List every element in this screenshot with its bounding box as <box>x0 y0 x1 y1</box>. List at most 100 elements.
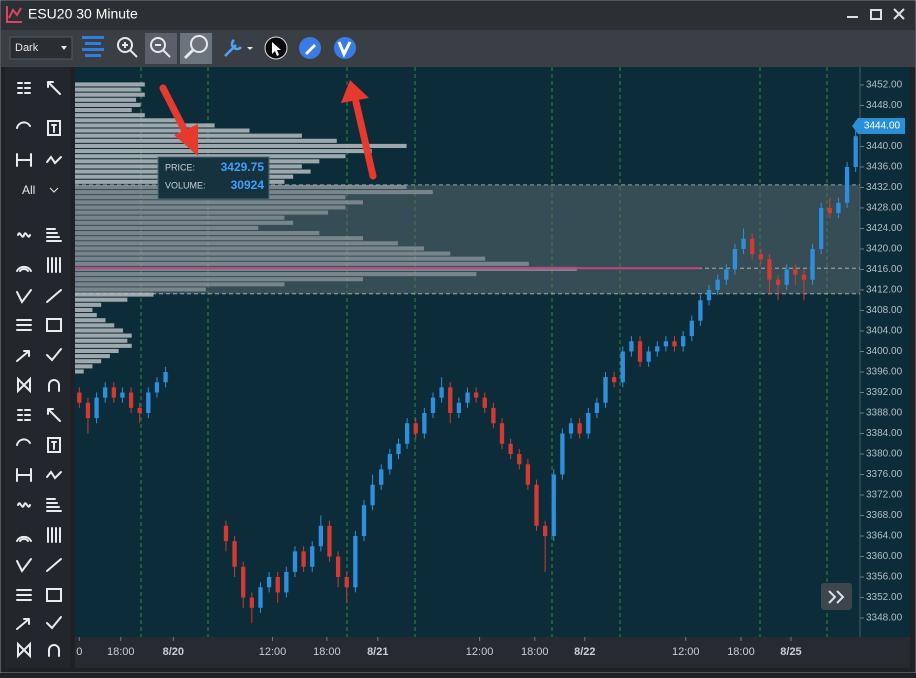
tool-icon <box>17 502 31 508</box>
y-tick-label: 3400.00 <box>866 346 903 357</box>
volume-profile-bar <box>75 272 477 277</box>
tooltip-box <box>157 156 270 200</box>
maximize-button[interactable] <box>870 9 882 20</box>
x-tick-label: 8/20 <box>163 646 184 658</box>
volume-profile-bar <box>75 149 372 154</box>
volume-profile-button[interactable] <box>334 37 356 59</box>
volume-profile-bar <box>75 292 154 297</box>
candle-body <box>361 505 367 537</box>
candle-body <box>370 484 375 506</box>
tool-icon <box>16 153 32 167</box>
close-button[interactable] <box>893 8 905 20</box>
tool-icon <box>46 498 62 512</box>
minimize-button[interactable] <box>847 16 858 18</box>
candle-body <box>577 423 582 434</box>
candle-body <box>154 382 160 393</box>
zoom-in-button[interactable] <box>117 37 138 58</box>
candle-body <box>715 279 720 290</box>
volume-profile-bar <box>75 210 329 215</box>
candle-body <box>94 397 99 419</box>
candle-body <box>793 269 798 275</box>
volume-profile-bar <box>75 302 102 307</box>
candle-body <box>344 577 349 588</box>
draw-button[interactable] <box>299 37 321 59</box>
volume-profile-bar <box>75 123 215 128</box>
candle-body <box>465 392 470 403</box>
tool-icon <box>16 558 32 573</box>
volume-profile-bar <box>75 287 206 292</box>
tool-icon <box>16 350 30 362</box>
volume-profile-bar <box>75 333 132 338</box>
volume-profile-bar <box>75 261 529 266</box>
y-tick-label: 3352.00 <box>866 592 903 603</box>
y-tick-label: 3448.00 <box>866 100 903 111</box>
select-cursor-button[interactable] <box>264 36 288 60</box>
volume-profile-bar <box>75 92 145 97</box>
tool-icon <box>47 81 61 95</box>
candle-body <box>292 551 298 572</box>
candle-body <box>706 289 712 301</box>
annotation-arrow <box>341 80 377 180</box>
filter-select-text: All <box>22 183 35 197</box>
tool-icon <box>46 558 62 572</box>
candle-body <box>258 587 263 608</box>
volume-profile-bar <box>75 225 259 231</box>
y-tick-label: 3384.00 <box>866 428 903 439</box>
tooltip: PRICE: 3429.75 VOLUME: 30924 <box>157 156 270 200</box>
theme-select[interactable] <box>9 36 73 60</box>
candle-body <box>335 556 341 578</box>
candle-body <box>784 269 789 285</box>
y-tick-label: 3428.00 <box>866 203 903 214</box>
title-bar <box>1 1 915 30</box>
volume-profile-bar <box>75 369 84 374</box>
y-tick-label: 3368.00 <box>866 510 903 521</box>
x-tick-label: 8/21 <box>367 646 388 658</box>
volume-profile-bar <box>75 128 250 133</box>
y-tick-label: 3440.00 <box>866 141 903 152</box>
volume-profile-bar <box>75 338 128 343</box>
tool-icon <box>46 318 62 332</box>
tool-icon <box>16 535 32 542</box>
volume-profile-bar <box>75 108 132 113</box>
candle-body <box>698 300 703 321</box>
candle-body <box>750 238 755 255</box>
candle-body <box>163 371 168 383</box>
y-tick-label: 3392.00 <box>866 387 903 398</box>
y-tick-label: 3356.00 <box>866 572 903 583</box>
y-tick-label: 3420.00 <box>866 244 903 255</box>
candle-body <box>137 407 142 413</box>
candle-body <box>266 577 272 588</box>
candle-body <box>844 166 850 203</box>
y-tick-label: 3360.00 <box>866 551 903 562</box>
tool-icon <box>47 257 61 273</box>
volume-profile-bar <box>75 354 110 359</box>
tool-icon <box>47 527 61 543</box>
app-icon <box>6 6 22 23</box>
tool-icon <box>46 155 62 165</box>
candle-body <box>404 423 410 444</box>
time-axis <box>75 637 910 668</box>
scroll-to-end-button[interactable] <box>821 583 852 610</box>
candle-body <box>801 274 807 280</box>
center-button[interactable] <box>82 36 104 57</box>
x-tick-label: 8/25 <box>780 646 801 658</box>
zoom-fit-button[interactable] <box>183 35 208 60</box>
tool-icon <box>48 644 60 657</box>
x-tick-label: 18:00 <box>107 646 135 658</box>
volume-profile-bar <box>75 277 363 282</box>
tool-icons <box>16 81 62 659</box>
candle-body <box>741 238 746 249</box>
zoom-out-button[interactable] <box>150 37 171 58</box>
x-tick-label: 8/22 <box>574 646 595 658</box>
annotation-arrow <box>159 84 198 156</box>
candle-body <box>103 387 108 398</box>
tool-icon <box>16 618 30 630</box>
volume-profile-bar <box>75 246 425 251</box>
volume-profile-bar <box>75 364 93 369</box>
candle-body <box>396 443 401 455</box>
tools-button[interactable] <box>224 39 253 57</box>
tool-icon <box>16 589 32 601</box>
candle-body <box>241 566 246 598</box>
candle-body <box>310 546 315 567</box>
candle-body <box>655 346 660 352</box>
